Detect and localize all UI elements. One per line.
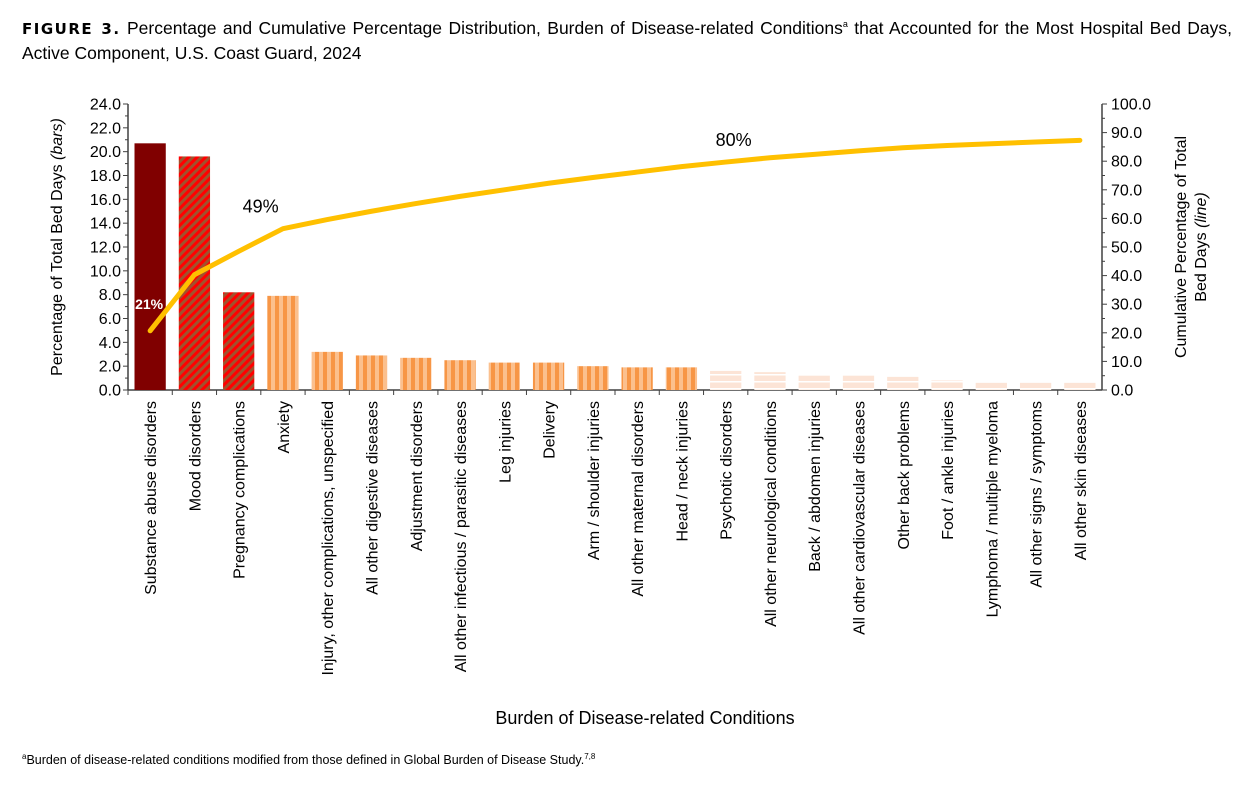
y-tick-label: 10.0 bbox=[90, 263, 121, 280]
bar bbox=[975, 382, 1007, 390]
bar bbox=[311, 351, 343, 390]
y-tick-label: 6.0 bbox=[99, 311, 121, 328]
bar bbox=[665, 367, 698, 390]
x-tick-label: Foot / ankle injuries bbox=[940, 401, 957, 540]
data-label: 80% bbox=[716, 130, 752, 150]
bar bbox=[355, 355, 388, 390]
x-tick-label: Psychotic disorders bbox=[719, 401, 736, 540]
bar bbox=[267, 295, 299, 390]
y-tick-label: 16.0 bbox=[90, 192, 121, 209]
x-tick-label: All other neurological conditions bbox=[763, 401, 780, 627]
cumulative-line bbox=[147, 137, 1083, 334]
y-tick-label: 14.0 bbox=[90, 216, 121, 233]
y-tick-label: 12.0 bbox=[90, 240, 121, 257]
bar bbox=[532, 362, 565, 390]
y2-tick-label: 100.0 bbox=[1111, 97, 1151, 114]
x-tick-label: Arm / shoulder injuries bbox=[586, 401, 603, 560]
x-tick-label: Pregnancy complications bbox=[232, 401, 249, 579]
x-tick-label: Head / neck injuries bbox=[674, 401, 691, 542]
x-tick-label: Lymphoma / multiple myeloma bbox=[984, 401, 1001, 617]
x-tick-label: Other back problems bbox=[896, 401, 913, 550]
y2-tick-label: 90.0 bbox=[1111, 125, 1142, 142]
y2-tick-label: 60.0 bbox=[1111, 211, 1142, 228]
bar bbox=[710, 370, 742, 390]
y-tick-label: 8.0 bbox=[99, 287, 121, 304]
y2-tick-label: 30.0 bbox=[1111, 297, 1142, 314]
x-tick-label: All other cardiovascular diseases bbox=[852, 401, 869, 635]
x-tick-label: All other maternal disorders bbox=[630, 401, 647, 597]
y-tick-label: 22.0 bbox=[90, 120, 121, 137]
title-text: Percentage and Cumulative Percentage Dis… bbox=[126, 17, 843, 38]
y-tick-label: 18.0 bbox=[90, 168, 121, 185]
x-tick-label: Back / abdomen injuries bbox=[807, 401, 824, 572]
footnote: aBurden of disease-related conditions mo… bbox=[22, 752, 595, 767]
figure-title: FIGURE 3. Percentage and Cumulative Perc… bbox=[22, 12, 1232, 65]
footnote-mark: a bbox=[22, 752, 27, 761]
x-tick-label: Delivery bbox=[542, 401, 559, 459]
y2-tick-label: 0.0 bbox=[1111, 383, 1133, 400]
y2-axis-title-line2: Bed Days (line) bbox=[1193, 192, 1210, 301]
bar bbox=[223, 292, 255, 390]
x-tick-label: Substance abuse disorders bbox=[143, 401, 160, 595]
y2-tick-label: 50.0 bbox=[1111, 240, 1142, 257]
y2-tick-label: 70.0 bbox=[1111, 182, 1142, 199]
bar bbox=[400, 357, 432, 390]
x-axis-title: Burden of Disease-related Conditions bbox=[495, 708, 794, 728]
x-tick-label: All other infectious / parasitic disease… bbox=[453, 401, 470, 672]
y-axis-title: Percentage of Total Bed Days (bars) bbox=[49, 118, 66, 376]
x-tick-label: Mood disorders bbox=[187, 401, 204, 511]
bar bbox=[444, 360, 476, 390]
bar bbox=[1019, 382, 1052, 390]
data-label: 21% bbox=[135, 296, 164, 312]
bar bbox=[754, 372, 786, 390]
figure-label: FIGURE 3. bbox=[22, 19, 121, 38]
y-tick-label: 2.0 bbox=[99, 359, 121, 376]
bar bbox=[798, 375, 830, 390]
data-label: 49% bbox=[243, 196, 279, 216]
x-tick-label: All other signs / symptoms bbox=[1029, 401, 1046, 588]
bar bbox=[577, 366, 609, 390]
y2-tick-label: 10.0 bbox=[1111, 354, 1142, 371]
x-tick-label: Adjustment disorders bbox=[409, 401, 426, 551]
x-tick-label: Leg injuries bbox=[497, 401, 514, 483]
y2-tick-label: 20.0 bbox=[1111, 325, 1142, 342]
x-tick-label: All other skin diseases bbox=[1073, 401, 1090, 560]
footnote-refs: 7,8 bbox=[584, 752, 596, 761]
title-footnote-mark: a bbox=[842, 19, 848, 29]
bar bbox=[1064, 382, 1096, 390]
y-tick-label: 0.0 bbox=[99, 383, 121, 400]
x-tick-label: Anxiety bbox=[276, 401, 293, 453]
x-tick-label: Injury, other complications, unspecified bbox=[320, 401, 337, 676]
y-tick-label: 24.0 bbox=[90, 97, 121, 114]
y2-tick-label: 80.0 bbox=[1111, 154, 1142, 171]
bar bbox=[931, 380, 963, 390]
bar bbox=[488, 362, 520, 390]
y-tick-label: 20.0 bbox=[90, 144, 121, 161]
footnote-text: Burden of disease-related conditions mod… bbox=[26, 753, 585, 768]
y-tick-label: 4.0 bbox=[99, 335, 121, 352]
bar bbox=[887, 376, 919, 390]
y2-tick-label: 40.0 bbox=[1111, 268, 1142, 285]
y2-axis-title: Cumulative Percentage of Total bbox=[1173, 136, 1190, 358]
title-text-rest: that Accounted for the Most Hospital Bed… bbox=[22, 17, 1232, 63]
bar bbox=[621, 367, 653, 390]
bar bbox=[134, 143, 166, 390]
x-tick-label: All other digestive diseases bbox=[365, 401, 382, 595]
bar bbox=[842, 375, 875, 390]
